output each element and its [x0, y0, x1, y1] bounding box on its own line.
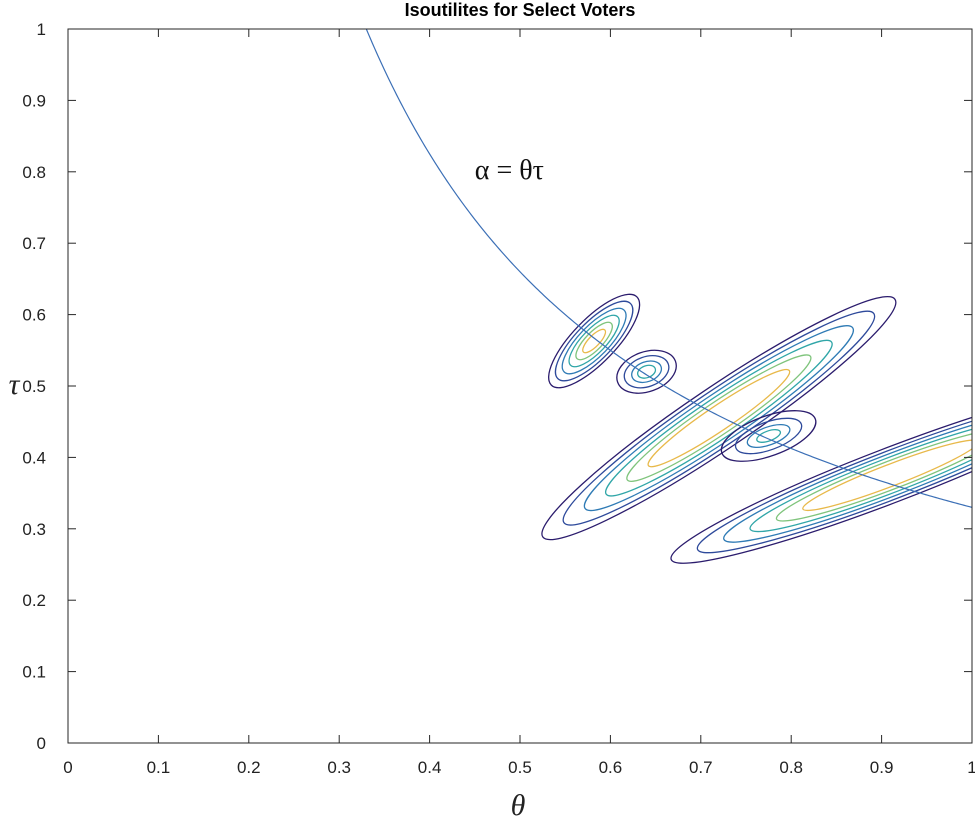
contour-group-1	[548, 293, 641, 389]
contour-level-2	[623, 354, 670, 389]
contour-level-1	[616, 349, 677, 394]
contour-level-4	[568, 314, 620, 368]
y-tick-label: 0.7	[22, 234, 46, 253]
contour-level-1	[548, 293, 641, 389]
contour-level-5	[775, 428, 972, 522]
contour-level-1	[720, 410, 817, 462]
contour-group-4	[720, 410, 817, 462]
y-tick-label: 0	[37, 734, 46, 753]
x-tick-label: 0.2	[237, 758, 261, 777]
contour-group-3	[541, 295, 897, 541]
contour-level-5	[575, 321, 613, 361]
x-axis-label: θ	[511, 789, 526, 820]
alpha-curve-line	[365, 29, 972, 508]
contour-level-3	[631, 360, 663, 384]
contour-group-5	[670, 386, 972, 564]
y-tick-label: 0.3	[22, 520, 46, 539]
contour-level-1	[541, 295, 897, 541]
plot-frame	[67, 28, 973, 744]
y-tick-label: 0.5	[22, 377, 46, 396]
contour-level-5	[626, 354, 812, 482]
y-tick-label: 0.6	[22, 306, 46, 325]
y-tick-label: 0.1	[22, 663, 46, 682]
contour-level-2	[696, 397, 972, 554]
contour-level-1	[670, 386, 972, 564]
x-tick-label: 0.1	[147, 758, 171, 777]
contour-level-4	[749, 418, 972, 533]
x-tick-label: 1	[967, 758, 975, 777]
contour-level-2	[562, 310, 876, 526]
y-tick-label: 0.4	[22, 448, 46, 467]
contour-group-2	[616, 349, 677, 394]
contour-level-6	[647, 368, 791, 468]
contour-level-6	[582, 328, 607, 354]
x-tick-label: 0.3	[327, 758, 351, 777]
y-tick-label: 0.9	[22, 91, 46, 110]
x-tick-label: 0	[63, 758, 72, 777]
y-tick-label: 0.2	[22, 591, 46, 610]
contour-level-4	[637, 364, 657, 379]
chart-title: Isoutilites for Select Voters	[405, 0, 636, 20]
y-axis-label: τ	[9, 368, 21, 401]
axes: 0 0.1 0.2 0.3 0.4 0.5 0.6 0.7 0.8 0.9 1 0 0.1 0.2 0.3 0…	[22, 20, 975, 777]
x-tick-label: 0.4	[418, 758, 442, 777]
contour-level-4	[604, 339, 833, 497]
contour-level-2	[734, 417, 803, 455]
x-tick-label: 0.9	[870, 758, 894, 777]
x-tick-label: 0.5	[508, 758, 532, 777]
contour-level-4	[756, 429, 782, 443]
plot-area	[365, 29, 972, 564]
contour-level-3	[723, 407, 972, 543]
y-tick-label: 0.8	[22, 163, 46, 182]
contour-level-3	[746, 423, 791, 449]
contour-level-2	[554, 300, 634, 382]
x-tick-label: 0.7	[689, 758, 713, 777]
x-tick-label: 0.8	[779, 758, 803, 777]
x-tick-label: 0.6	[599, 758, 623, 777]
y-tick-label: 1	[37, 20, 46, 39]
contour-level-3	[583, 325, 855, 512]
equation-annotation: α = θτ	[475, 155, 544, 186]
contour-level-3	[561, 307, 627, 375]
